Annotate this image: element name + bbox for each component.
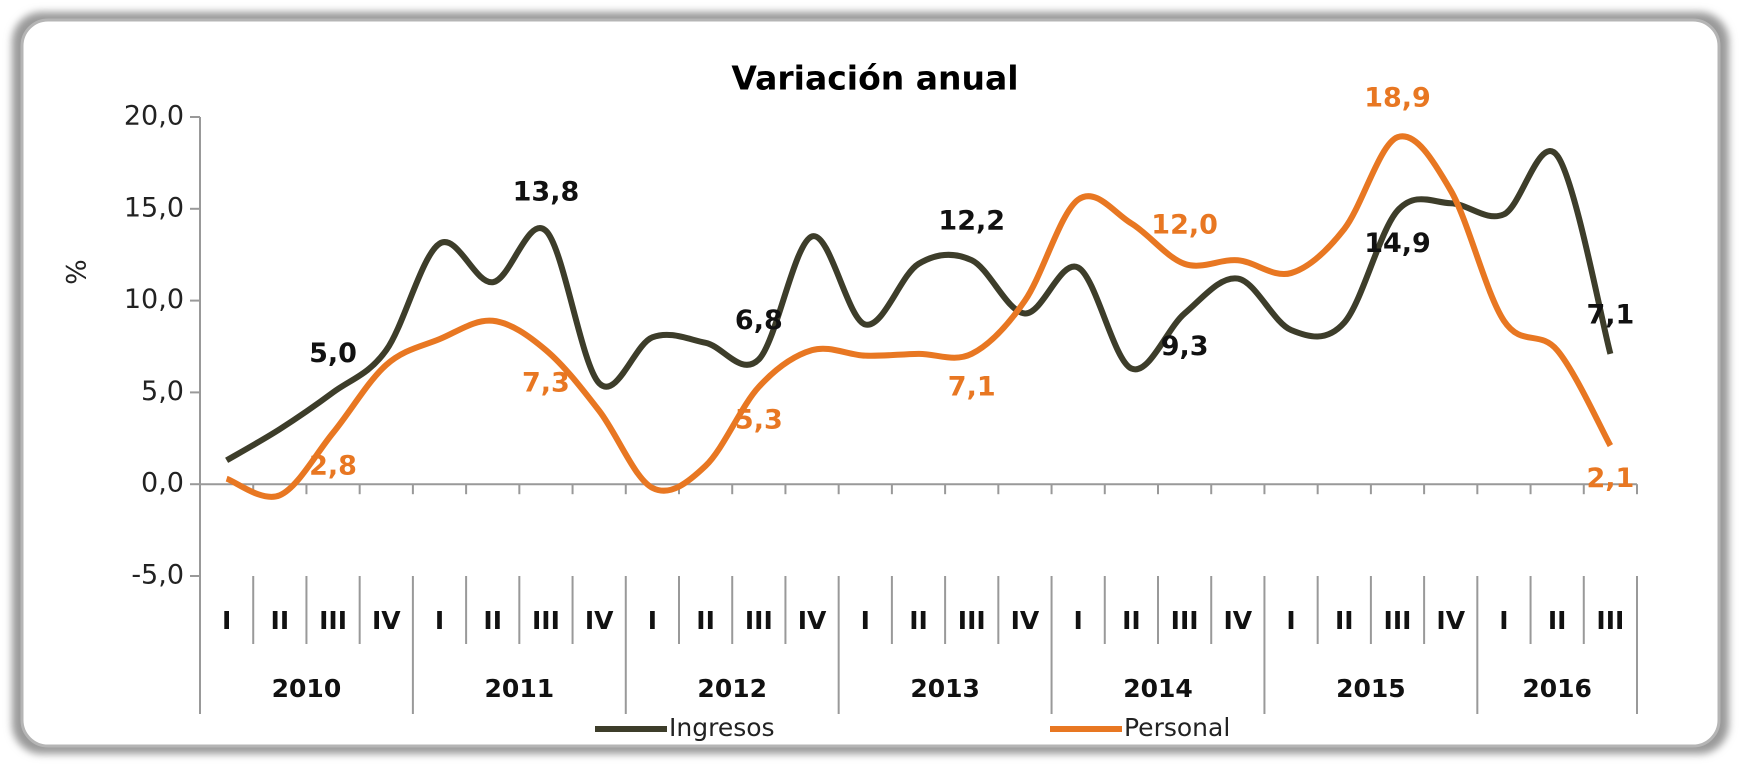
data-label: 18,9 [1364, 83, 1431, 114]
data-label: 12,2 [938, 206, 1005, 237]
year-label: 2013 [910, 674, 980, 703]
data-label: 2,8 [309, 450, 357, 481]
year-label: 2014 [1123, 674, 1193, 703]
x-tick-label: III [745, 606, 773, 635]
legend-label: Ingresos [669, 713, 775, 742]
legend-label: Personal [1124, 713, 1230, 742]
x-tick-label: II [1122, 606, 1141, 635]
x-tick-label: III [1596, 606, 1624, 635]
x-tick-label: I [222, 606, 231, 635]
x-tick-label: III [319, 606, 347, 635]
data-label: 2,1 [1586, 463, 1634, 494]
x-tick-label: I [1499, 606, 1508, 635]
line [225, 133, 1614, 500]
x-tick-label: IV [798, 606, 827, 635]
y-tick-label: 0,0 [141, 468, 184, 499]
x-tick-label: IV [1224, 606, 1253, 635]
data-label: 7,3 [522, 368, 570, 399]
x-tick-label: IV [585, 606, 614, 635]
x-tick-label: II [271, 606, 290, 635]
line [225, 148, 1614, 463]
data-label: 5,0 [309, 338, 357, 369]
y-tick-label: -5,0 [131, 560, 184, 591]
x-tick-label: I [1286, 606, 1295, 635]
data-label: 7,1 [948, 371, 996, 402]
year-label: 2011 [485, 674, 555, 703]
x-tick-label: IV [1011, 606, 1040, 635]
x-tick-label: II [1548, 606, 1567, 635]
x-tick-label: III [1171, 606, 1199, 635]
data-label: 5,3 [735, 404, 783, 435]
data-label: 13,8 [513, 176, 580, 207]
year-label: 2010 [272, 674, 342, 703]
year-label: 2016 [1522, 674, 1592, 703]
x-tick-label: I [648, 606, 657, 635]
y-tick-label: 10,0 [124, 284, 184, 315]
x-tick-label: III [958, 606, 986, 635]
data-label: 12,0 [1151, 209, 1218, 240]
frame [20, 18, 1721, 748]
data-label: 14,9 [1364, 228, 1431, 259]
y-tick-label: 15,0 [124, 192, 184, 223]
x-tick-label: II [696, 606, 715, 635]
year-label: 2015 [1336, 674, 1406, 703]
x-tick-label: IV [1436, 606, 1465, 635]
x-tick-label: II [483, 606, 502, 635]
data-label: 9,3 [1161, 331, 1209, 362]
data-label: 7,1 [1586, 299, 1634, 330]
x-tick-label: I [435, 606, 444, 635]
y-tick-label: 20,0 [124, 101, 184, 132]
x-tick-label: I [1074, 606, 1083, 635]
x-tick-label: II [909, 606, 928, 635]
chart-title: Variación anual [731, 59, 1018, 98]
data-label: 6,8 [735, 305, 783, 336]
x-tick-label: III [1384, 606, 1412, 635]
year-label: 2012 [697, 674, 767, 703]
x-tick-label: I [861, 606, 870, 635]
x-tick-label: III [532, 606, 560, 635]
y-tick-label: 5,0 [141, 376, 184, 407]
y-axis-label: % [62, 259, 93, 285]
x-tick-label: IV [372, 606, 401, 635]
x-tick-label: II [1335, 606, 1354, 635]
